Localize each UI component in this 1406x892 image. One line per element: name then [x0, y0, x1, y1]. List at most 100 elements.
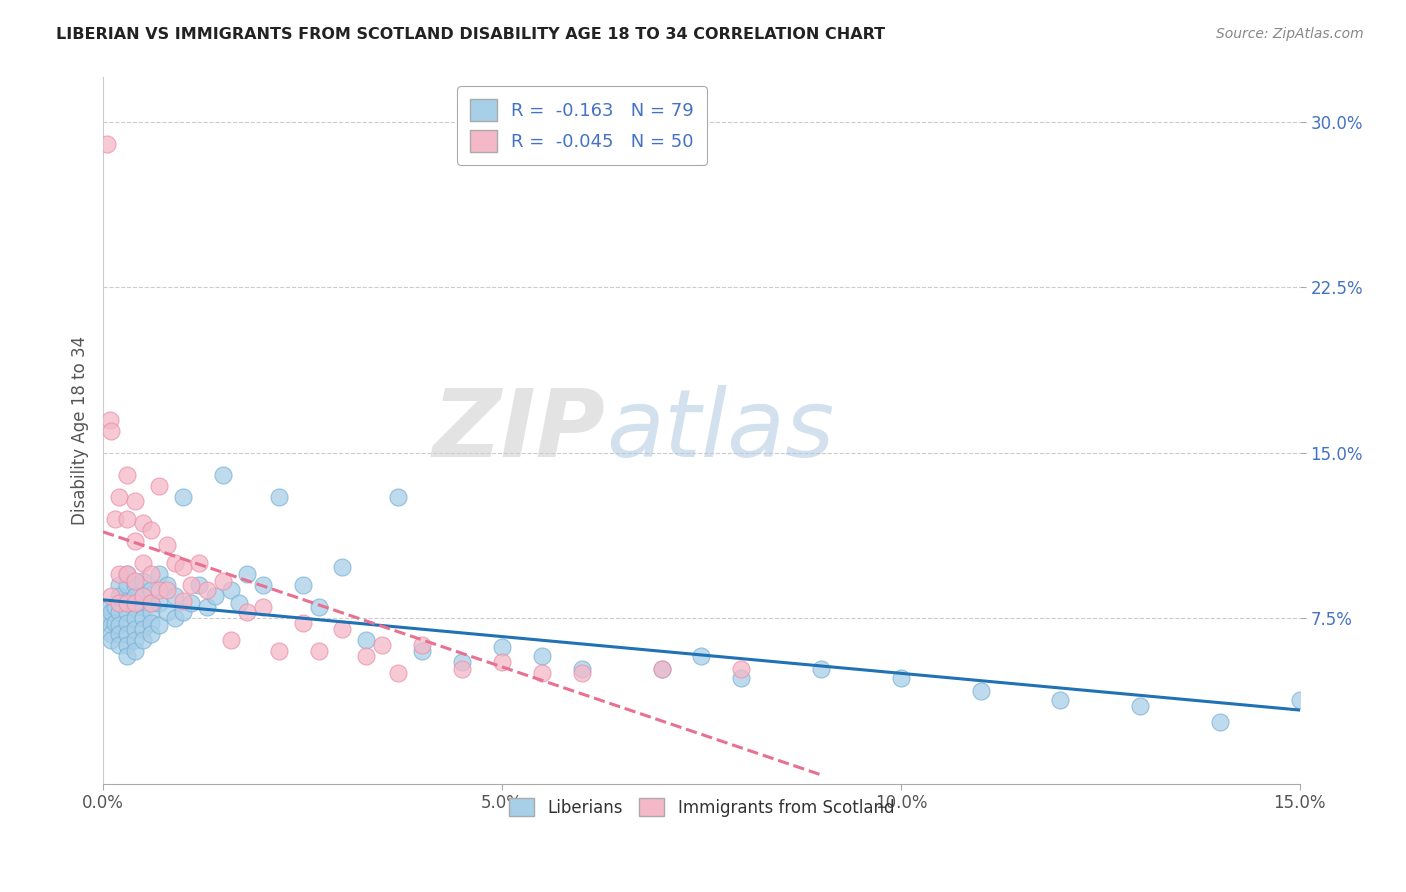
Point	[139, 567, 162, 582]
Point	[124, 574, 146, 588]
Point	[571, 666, 593, 681]
Point	[108, 596, 131, 610]
Point	[651, 662, 673, 676]
Point	[187, 556, 209, 570]
Point	[491, 656, 513, 670]
Point	[124, 600, 146, 615]
Point	[172, 593, 194, 607]
Point	[172, 560, 194, 574]
Point	[100, 626, 122, 640]
Point	[730, 671, 752, 685]
Point	[1209, 714, 1232, 729]
Point	[163, 556, 186, 570]
Point	[252, 600, 274, 615]
Text: atlas: atlas	[606, 385, 834, 476]
Point	[98, 600, 121, 615]
Point	[291, 615, 314, 630]
Point	[148, 567, 170, 582]
Point	[132, 556, 155, 570]
Point	[411, 644, 433, 658]
Point	[132, 600, 155, 615]
Point	[108, 578, 131, 592]
Point	[139, 582, 162, 597]
Point	[332, 560, 354, 574]
Point	[139, 615, 162, 630]
Point	[211, 467, 233, 482]
Point	[172, 605, 194, 619]
Point	[100, 589, 122, 603]
Point	[1288, 693, 1310, 707]
Point	[108, 567, 131, 582]
Point	[132, 574, 155, 588]
Point	[235, 605, 257, 619]
Y-axis label: Disability Age 18 to 34: Disability Age 18 to 34	[72, 336, 89, 525]
Point	[100, 605, 122, 619]
Point	[132, 516, 155, 531]
Point	[124, 494, 146, 508]
Point	[124, 644, 146, 658]
Point	[530, 648, 553, 663]
Point	[291, 578, 314, 592]
Point	[108, 490, 131, 504]
Point	[115, 648, 138, 663]
Point	[104, 512, 127, 526]
Point	[356, 633, 378, 648]
Point	[108, 589, 131, 603]
Point	[1049, 693, 1071, 707]
Point	[890, 671, 912, 685]
Point	[98, 412, 121, 426]
Point	[228, 596, 250, 610]
Point	[104, 615, 127, 630]
Point	[148, 596, 170, 610]
Point	[108, 617, 131, 632]
Point	[124, 578, 146, 592]
Point	[156, 605, 179, 619]
Point	[148, 479, 170, 493]
Point	[267, 644, 290, 658]
Point	[139, 596, 162, 610]
Point	[124, 533, 146, 548]
Text: ZIP: ZIP	[433, 384, 606, 476]
Point	[690, 648, 713, 663]
Point	[100, 633, 122, 648]
Point	[172, 490, 194, 504]
Point	[132, 633, 155, 648]
Point	[100, 617, 122, 632]
Point	[115, 567, 138, 582]
Point	[491, 640, 513, 654]
Point	[115, 512, 138, 526]
Point	[96, 136, 118, 151]
Point	[371, 638, 394, 652]
Point	[115, 467, 138, 482]
Point	[115, 638, 138, 652]
Point	[211, 574, 233, 588]
Point	[115, 596, 138, 610]
Point	[204, 589, 226, 603]
Point	[115, 593, 138, 607]
Point	[163, 589, 186, 603]
Point	[139, 523, 162, 537]
Point	[387, 666, 409, 681]
Legend: Liberians, Immigrants from Scotland: Liberians, Immigrants from Scotland	[501, 789, 903, 825]
Point	[180, 596, 202, 610]
Point	[219, 633, 242, 648]
Text: Source: ZipAtlas.com: Source: ZipAtlas.com	[1216, 27, 1364, 41]
Point	[108, 638, 131, 652]
Point	[132, 589, 155, 603]
Point	[100, 424, 122, 438]
Point	[139, 626, 162, 640]
Point	[195, 600, 218, 615]
Point	[252, 578, 274, 592]
Point	[115, 615, 138, 630]
Point	[115, 626, 138, 640]
Point	[104, 600, 127, 615]
Point	[139, 596, 162, 610]
Point	[451, 662, 474, 676]
Point	[132, 611, 155, 625]
Text: LIBERIAN VS IMMIGRANTS FROM SCOTLAND DISABILITY AGE 18 TO 34 CORRELATION CHART: LIBERIAN VS IMMIGRANTS FROM SCOTLAND DIS…	[56, 27, 886, 42]
Point	[308, 644, 330, 658]
Point	[148, 617, 170, 632]
Point	[810, 662, 832, 676]
Point	[1129, 699, 1152, 714]
Point	[148, 582, 170, 597]
